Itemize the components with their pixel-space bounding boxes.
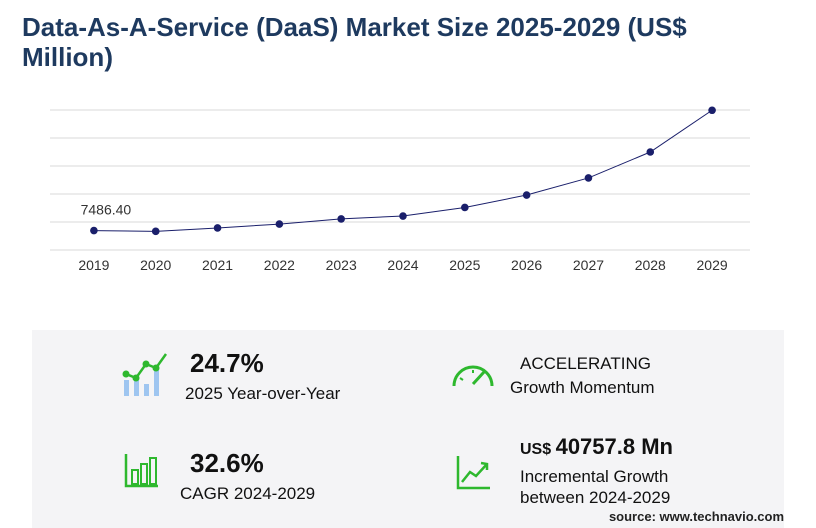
x-tick-label: 2019	[78, 257, 109, 273]
source: source: www.technavio.com	[608, 509, 784, 524]
x-tick-label: 2021	[202, 257, 233, 273]
kpi-value-row: US$ 40757.8 Mn	[520, 434, 673, 460]
point	[151, 227, 160, 236]
x-tick-label: 2022	[264, 257, 295, 273]
kpi-value: ACCELERATING	[520, 354, 651, 373]
chart: 2019 2020 2021 2022 2023 2024 2025 2026 2027 2028…	[50, 106, 750, 273]
x-tick-label: 2023	[326, 257, 357, 273]
kpi-label: Incremental Growth between 2024-2029	[520, 467, 671, 507]
x-tick-label: 2020	[140, 257, 171, 273]
x-tick-label: 2027	[573, 257, 604, 273]
x-tick-label: 2028	[635, 257, 666, 273]
kpi-prefix: US$	[520, 441, 552, 458]
kpi-value: 24.7%	[190, 348, 264, 378]
point	[584, 174, 593, 182]
point	[646, 148, 655, 156]
chart-title: Data-As-A-Service (DaaS) Market Size 202…	[22, 12, 687, 72]
kpi-label: Growth Momentum	[510, 378, 655, 397]
point	[399, 212, 407, 220]
x-tick-label: 2026	[511, 257, 542, 273]
trend-icon	[456, 456, 490, 490]
point	[461, 203, 469, 212]
point	[708, 106, 716, 115]
x-tick-label: 2024	[387, 257, 418, 273]
gauge-icon	[452, 365, 494, 387]
point	[337, 215, 345, 223]
growth-icon	[122, 353, 168, 396]
point	[90, 226, 98, 235]
kpi-value: 32.6%	[190, 448, 264, 478]
x-tick-label: 2029	[697, 257, 728, 273]
bar-icon	[124, 454, 158, 488]
point	[522, 191, 531, 199]
kpi-value: 40757.8 Mn	[555, 434, 673, 459]
kpi-label: CAGR 2024-2029	[180, 484, 316, 503]
point	[275, 220, 284, 228]
data-label: 7486.40	[81, 202, 132, 218]
x-tick-label: 2025	[449, 257, 480, 273]
point	[213, 224, 222, 232]
kpi-label: 2025 Year-over-Year	[185, 384, 341, 403]
kpi-panel: 24.7% 2025 Year-over-Year ACCELERATING G…	[32, 330, 784, 528]
